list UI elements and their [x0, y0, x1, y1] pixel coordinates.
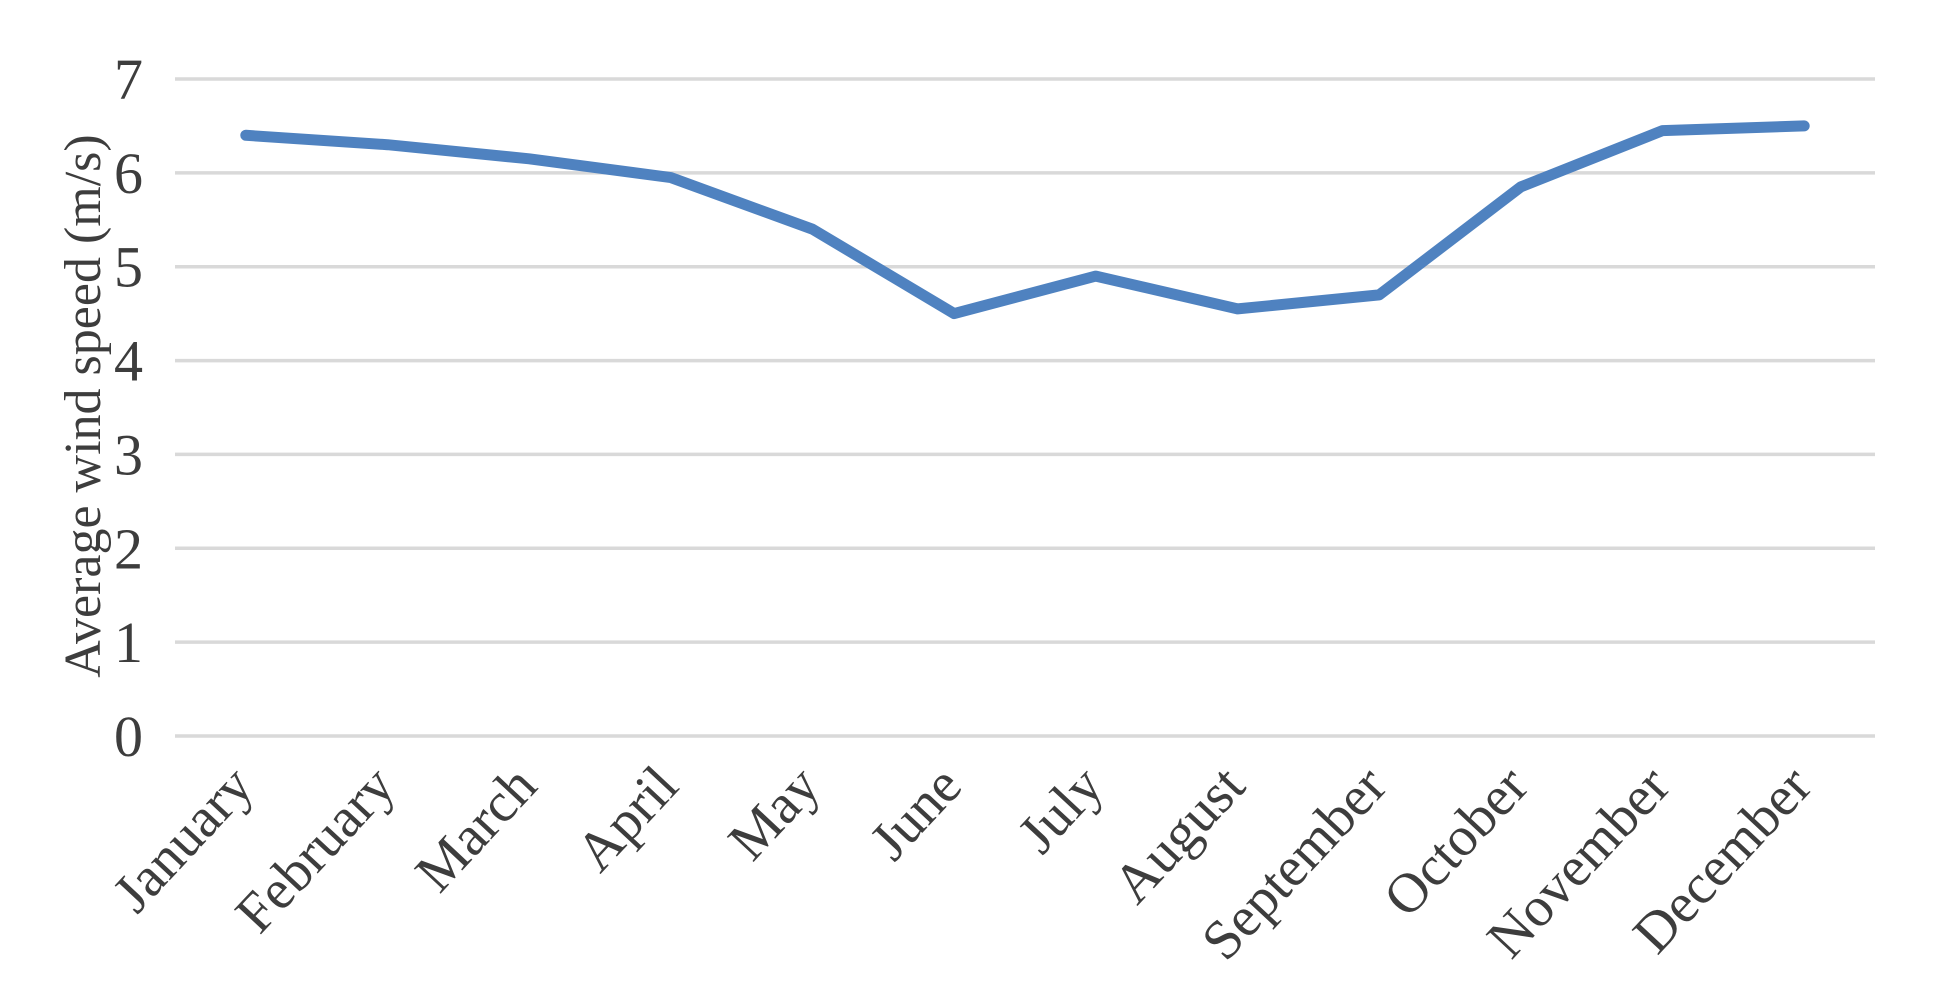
x-tick-label: July — [1006, 755, 1115, 866]
y-tick-label: 1 — [114, 610, 143, 675]
x-tick-label: May — [717, 755, 832, 872]
x-tick-label: April — [564, 755, 690, 884]
y-tick-label: 4 — [114, 329, 143, 394]
y-tick-label: 6 — [114, 141, 143, 206]
y-tick-label: 7 — [114, 47, 143, 112]
y-tick-labels: 0 1 2 3 4 5 6 7 — [114, 47, 143, 769]
x-tick-label: March — [404, 755, 549, 904]
x-tick-label: February — [224, 755, 407, 945]
y-tick-label: 5 — [114, 235, 143, 300]
y-axis-title: Average wind speed (m/s) — [55, 134, 112, 677]
x-tick-label: June — [858, 755, 973, 872]
gridlines — [175, 77, 1875, 738]
y-tick-label: 0 — [114, 704, 143, 769]
y-tick-label: 2 — [114, 516, 143, 581]
y-tick-label: 3 — [114, 422, 143, 487]
wind-speed-line — [240, 120, 1810, 320]
